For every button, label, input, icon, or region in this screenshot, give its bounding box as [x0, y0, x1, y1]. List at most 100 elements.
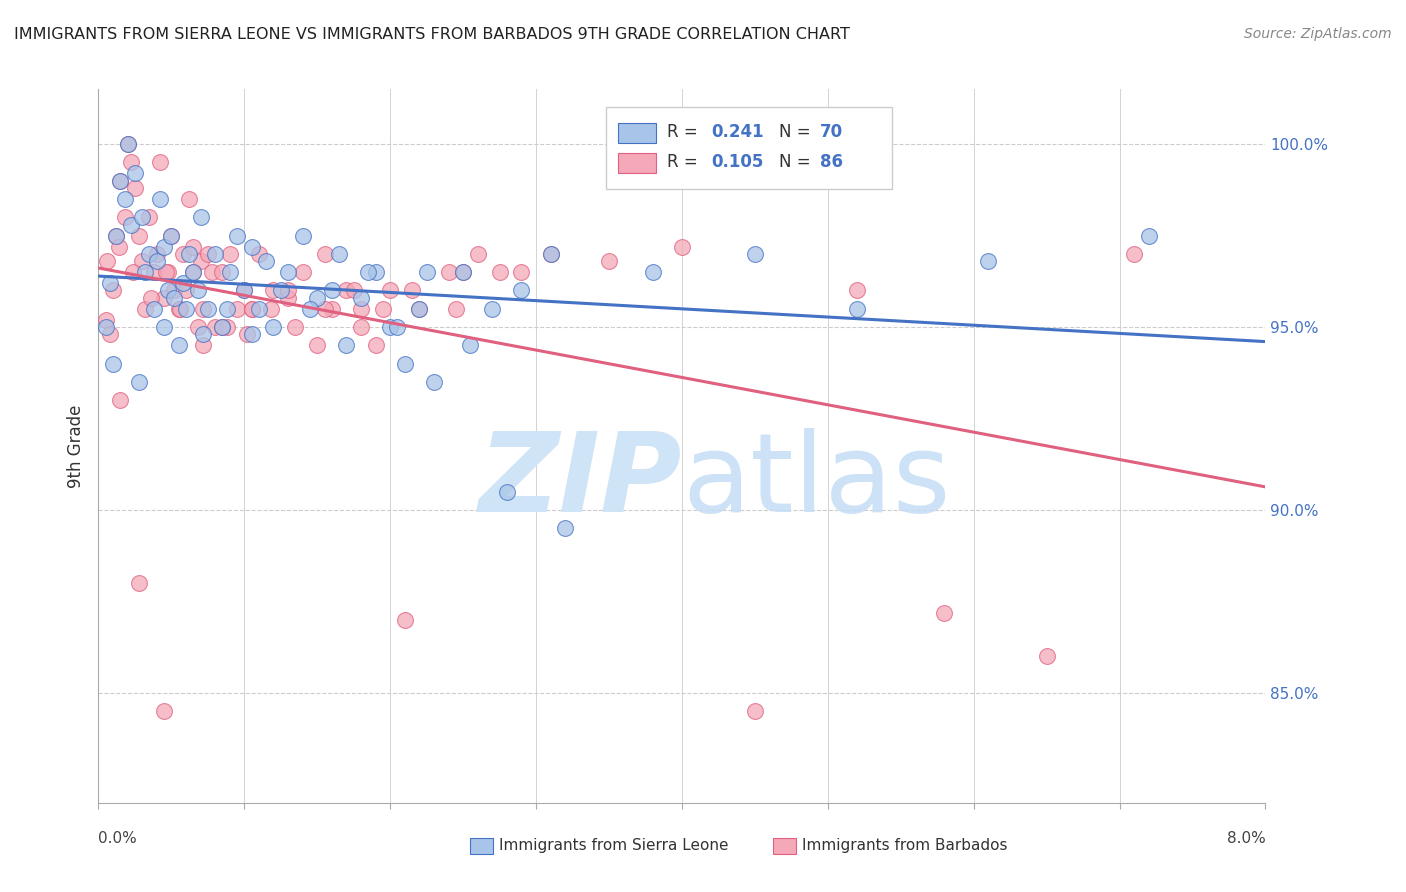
Point	[193, 338, 215, 352]
Point	[122, 265, 145, 279]
Point	[146, 247, 169, 261]
Point	[226, 228, 249, 243]
Point	[481, 301, 503, 316]
Point	[240, 301, 263, 316]
Point	[181, 239, 204, 253]
Text: Immigrants from Barbados: Immigrants from Barbados	[801, 838, 1008, 853]
Point	[240, 327, 263, 342]
Point	[540, 247, 562, 261]
Point	[167, 338, 190, 352]
Text: N =: N =	[779, 153, 815, 171]
Point	[117, 137, 139, 152]
Point	[114, 192, 136, 206]
Point	[510, 265, 533, 279]
Point	[343, 284, 366, 298]
Point	[671, 239, 693, 253]
Point	[846, 284, 869, 298]
Point	[233, 284, 256, 298]
Point	[172, 247, 194, 261]
Text: 8.0%: 8.0%	[1226, 831, 1265, 847]
Point	[160, 228, 183, 243]
Point	[177, 192, 200, 206]
Point	[270, 284, 292, 298]
Point	[110, 174, 132, 188]
Point	[134, 265, 156, 279]
Point	[96, 254, 118, 268]
FancyBboxPatch shape	[617, 123, 657, 143]
Point	[131, 254, 153, 268]
FancyBboxPatch shape	[617, 153, 657, 173]
Point	[350, 291, 373, 305]
Point	[510, 284, 533, 298]
Point	[204, 247, 226, 261]
Point	[187, 284, 209, 298]
Text: R =: R =	[666, 123, 703, 141]
Point	[128, 576, 150, 591]
Point	[131, 211, 153, 225]
Text: ZIP: ZIP	[478, 428, 682, 535]
FancyBboxPatch shape	[606, 107, 891, 189]
Point	[387, 320, 409, 334]
Point	[128, 375, 150, 389]
Point	[193, 327, 215, 342]
Point	[142, 265, 165, 279]
Point	[240, 239, 263, 253]
Point	[977, 254, 1000, 268]
Point	[117, 137, 139, 152]
Point	[110, 393, 132, 408]
Point	[415, 265, 437, 279]
Point	[149, 155, 172, 169]
Point	[181, 265, 204, 279]
Point	[247, 301, 270, 316]
Point	[364, 265, 387, 279]
Point	[554, 521, 576, 535]
Point	[104, 228, 127, 243]
Point	[1123, 247, 1146, 261]
Text: 0.241: 0.241	[711, 123, 763, 141]
Point	[124, 181, 146, 195]
Point	[744, 704, 766, 718]
Point	[197, 301, 219, 316]
Point	[364, 338, 387, 352]
Point	[157, 284, 180, 298]
Point	[641, 265, 664, 279]
Point	[146, 254, 169, 268]
Point	[190, 254, 212, 268]
Point	[357, 265, 380, 279]
Point	[101, 284, 124, 298]
Text: Immigrants from Sierra Leone: Immigrants from Sierra Leone	[499, 838, 728, 853]
Point	[98, 327, 121, 342]
Point	[451, 265, 474, 279]
Point	[380, 320, 402, 334]
Point	[153, 239, 176, 253]
Point	[139, 291, 162, 305]
Point	[460, 338, 482, 352]
Point	[128, 228, 150, 243]
Point	[153, 704, 176, 718]
Point	[259, 301, 281, 316]
Point	[380, 284, 402, 298]
Point	[291, 265, 314, 279]
Point	[408, 301, 430, 316]
Text: 0.0%: 0.0%	[98, 831, 138, 847]
Point	[744, 247, 766, 261]
Point	[153, 291, 176, 305]
Point	[211, 320, 233, 334]
Point	[335, 338, 357, 352]
Point	[284, 320, 307, 334]
Point	[298, 301, 321, 316]
Point	[321, 284, 343, 298]
Point	[540, 247, 562, 261]
Point	[142, 301, 165, 316]
Point	[371, 301, 394, 316]
Text: atlas: atlas	[682, 428, 950, 535]
Point	[254, 254, 277, 268]
Point	[197, 247, 219, 261]
Point	[187, 320, 209, 334]
Point	[134, 301, 156, 316]
Point	[124, 166, 146, 180]
Text: Source: ZipAtlas.com: Source: ZipAtlas.com	[1244, 27, 1392, 41]
Text: R =: R =	[666, 153, 703, 171]
FancyBboxPatch shape	[470, 838, 494, 855]
Point	[233, 284, 256, 298]
